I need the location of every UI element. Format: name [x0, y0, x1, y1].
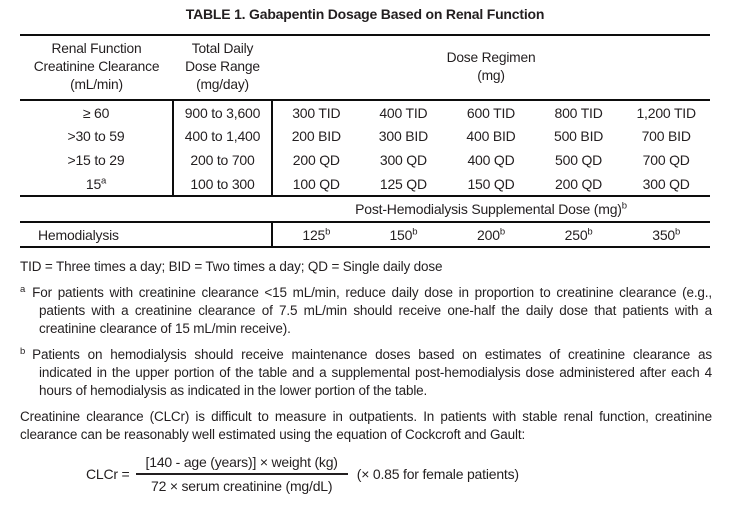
abbreviations-line: TID = Three times a day; BID = Two times… — [20, 259, 443, 274]
dose-range-cell: 100 to 300 — [172, 172, 273, 197]
dose-cell: 400 BID — [466, 128, 516, 144]
clcr-paragraph: Creatinine clearance (CLCr) is difficult… — [20, 409, 712, 442]
formula-numerator: [140 - age (years)] × weight (kg) — [135, 454, 348, 475]
header-line: Dose Range — [185, 59, 260, 74]
dose-cell: 200 QD — [292, 152, 340, 168]
dose-cell: 300 QD — [379, 152, 427, 168]
formula-denominator: 72 × serum creatinine (mg/dL) — [150, 478, 333, 494]
clcr-cell: >15 to 29 — [20, 148, 173, 172]
footnote-a: a For patients with creatinine clearance … — [20, 284, 712, 338]
header-total-daily-dose: Total Daily Dose Range (mg/day) — [173, 34, 272, 101]
footnote-ref: b — [587, 225, 593, 237]
dose-cell: 800 TID — [554, 104, 603, 121]
footnote-ref: b — [499, 225, 505, 237]
dose-cell: 300 TID — [292, 104, 341, 121]
table-row: >30 to 59 400 to 1,400 200 BID 300 BID 4… — [20, 124, 710, 148]
footnote-a-marker: a — [20, 283, 26, 295]
dose-cell: 125b — [272, 222, 360, 248]
dose-range-cell: 200 to 700 — [172, 148, 273, 172]
post-hemodialysis-label: Post-Hemodialysis Supplemental Dose (mg)… — [272, 196, 710, 223]
footnote-ref: b — [325, 225, 331, 237]
post-hemodialysis-label-text: Post-Hemodialysis Supplemental Dose (mg) — [355, 201, 622, 217]
post-hemodialysis-header-row: Post-Hemodialysis Supplemental Dose (mg)… — [20, 196, 710, 223]
header-line: Dose Regimen — [446, 50, 536, 65]
document-page: TABLE 1. Gabapentin Dosage Based on Rena… — [20, 6, 712, 494]
dose-cell: 150 QD — [447, 172, 535, 197]
dose-cell: 150b — [359, 222, 448, 248]
gabapentin-dosage-table: Renal Function Creatinine Clearance (mL/… — [20, 34, 710, 248]
dose-cell: 300 QD — [622, 172, 710, 197]
dose-cell: 250b — [534, 222, 623, 248]
clcr-cell: ≥ 60 — [20, 100, 173, 124]
dose-value: 125 — [302, 226, 326, 243]
dose-value: 200 — [477, 226, 500, 243]
dose-cell: 200 BID — [291, 128, 341, 144]
header-line: (mL/min) — [70, 77, 123, 92]
dose-cell: 200b — [447, 222, 535, 248]
dose-cell: 125 QD — [359, 172, 448, 197]
footnote-ref: a — [101, 174, 107, 186]
footnotes-section: TID = Three times a day; BID = Two times… — [20, 258, 712, 400]
footnote-ref: b — [675, 225, 681, 237]
header-dose-regimen: Dose Regimen (mg) — [272, 34, 710, 101]
header-line: Renal Function — [51, 41, 142, 56]
dose-value: 150 — [389, 226, 413, 243]
cockcroft-gault-formula: CLCr = [140 - age (years)] × weight (kg)… — [86, 454, 712, 494]
table-row: 15a 100 to 300 100 QD 125 QD 150 QD 200 … — [20, 172, 710, 197]
clcr-value: ≥ 60 — [82, 104, 110, 121]
footnote-ref: b — [621, 200, 627, 212]
formula-lhs: CLCr = — [86, 466, 130, 482]
dose-cell: 200 QD — [534, 172, 623, 197]
dose-cell: 600 TID — [466, 104, 516, 121]
dose-cell: 400 TID — [379, 104, 428, 121]
dose-cell: 350b — [622, 222, 710, 248]
clcr-cell: 15a — [20, 172, 173, 197]
table-header-row: Renal Function Creatinine Clearance (mL/… — [20, 34, 710, 101]
footnote-a-text: For patients with creatinine clearance <… — [32, 285, 712, 336]
footnote-b-text: Patients on hemodialysis should receive … — [32, 347, 712, 398]
table-row: >15 to 29 200 to 700 200 QD 300 QD 400 Q… — [20, 148, 710, 172]
dose-cell: 100 QD — [272, 172, 360, 197]
dose-value: 350 — [652, 226, 676, 243]
clcr-cell: >30 to 59 — [20, 124, 173, 148]
clcr-value: >15 to 29 — [67, 152, 125, 168]
clcr-value: >30 to 59 — [67, 128, 125, 144]
table-title: TABLE 1. Gabapentin Dosage Based on Rena… — [185, 6, 545, 22]
formula-fraction: [140 - age (years)] × weight (kg) 72 × s… — [135, 454, 348, 494]
header-line: Creatinine Clearance — [33, 59, 160, 74]
dose-cell: 700 BID — [641, 128, 691, 144]
header-line: (mg/day) — [196, 77, 249, 92]
hemodialysis-label: Hemodialysis — [20, 222, 273, 248]
hemodialysis-row: Hemodialysis 125b 150b 200b 250b 350b — [20, 222, 710, 248]
formula-female-factor: (× 0.85 for female patients) — [356, 466, 519, 482]
footnote-b-marker: b — [20, 345, 26, 357]
header-renal-function: Renal Function Creatinine Clearance (mL/… — [20, 34, 173, 101]
footnote-ref: b — [412, 225, 418, 237]
dose-cell: 700 QD — [642, 152, 690, 168]
dose-range-cell: 900 to 3,600 — [172, 100, 273, 124]
dose-range-cell: 400 to 1,400 — [172, 124, 273, 148]
dose-cell: 500 QD — [555, 152, 603, 168]
clcr-value: 15 — [85, 175, 102, 192]
dose-cell: 300 BID — [378, 128, 428, 144]
footnote-b: b Patients on hemodialysis should receive… — [20, 346, 712, 400]
header-line: (mg) — [477, 68, 505, 83]
empty-cell — [20, 196, 272, 223]
table-row: ≥ 60 900 to 3,600 300 TID 400 TID 600 TI… — [20, 100, 710, 124]
dose-cell: 500 BID — [553, 128, 604, 144]
header-line: Total Daily — [191, 41, 254, 56]
dose-value: 250 — [564, 226, 588, 243]
dose-cell: 1,200 TID — [636, 104, 696, 121]
dose-cell: 400 QD — [467, 152, 515, 168]
